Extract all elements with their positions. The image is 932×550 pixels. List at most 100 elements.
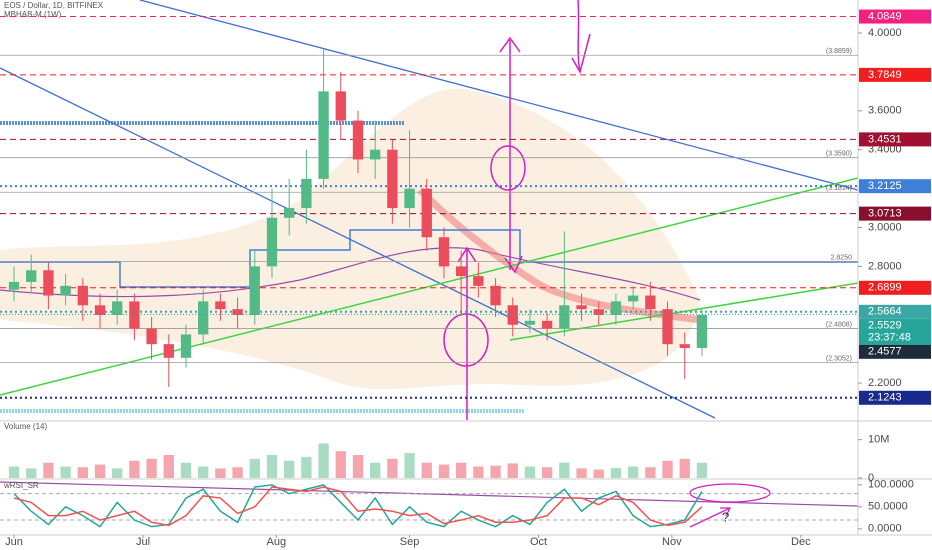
volume-bar	[576, 468, 587, 478]
y-tick-label: 0.0000	[868, 523, 902, 535]
x-tick-label: Nov	[662, 536, 682, 548]
price-label: 2.1243	[868, 392, 902, 404]
y-tick-label: 100.0000	[868, 479, 914, 491]
candle-body	[610, 301, 622, 315]
candle-body	[301, 178, 312, 209]
volume-bar	[421, 462, 432, 478]
annotation: ?	[722, 509, 729, 524]
volume-bar	[387, 458, 398, 478]
trend-line	[0, 177, 859, 396]
price-label: 3.2125	[868, 180, 902, 192]
candle-body	[490, 285, 501, 306]
y-tick-label: 3.4000	[868, 144, 902, 156]
volume-bar	[438, 464, 450, 478]
candle-body	[473, 276, 484, 286]
price-label-box	[859, 390, 931, 405]
candle-body	[215, 301, 226, 310]
candle-body	[180, 334, 192, 358]
volume-bar	[456, 462, 467, 478]
volume-bar	[490, 465, 501, 478]
candle-body	[593, 309, 604, 315]
y-tick-label: 2.2000	[868, 377, 902, 389]
y-tick-label: 0	[868, 472, 874, 484]
y-tick-label: 2.8000	[868, 260, 902, 272]
volume-bar	[249, 458, 260, 478]
annotation-label: (3.1814)	[826, 185, 852, 192]
candle-body	[370, 149, 381, 160]
volume-bar	[352, 454, 364, 478]
y-tick-label: 50.0000	[868, 501, 908, 513]
candle-body	[94, 305, 106, 315]
volume-bar	[404, 453, 415, 478]
ma-line	[0, 247, 701, 301]
x-tick-label: Jul	[136, 536, 150, 548]
annotation-label: (2.3052)	[826, 355, 852, 362]
volume-bar	[593, 469, 604, 478]
annotation-label: 2.8250	[831, 254, 853, 261]
volume-bar	[559, 462, 570, 478]
pane-title: Volume (14)	[4, 422, 47, 431]
volume-bar	[26, 468, 37, 478]
volume-bar	[627, 466, 639, 478]
candle-body	[421, 188, 432, 238]
arrow	[571, 0, 591, 74]
arrow	[689, 507, 732, 528]
annotation-label: (3.8859)	[826, 48, 852, 55]
volume-bar	[180, 462, 192, 478]
y-tick-label: 3.6000	[868, 105, 902, 117]
volume-bar	[696, 462, 708, 478]
candle-body	[198, 301, 209, 335]
y-tick-label: 10M	[868, 434, 889, 446]
candle-body	[163, 344, 174, 358]
volume-bar	[370, 462, 381, 478]
volume-bar	[662, 460, 673, 478]
trend-line	[509, 282, 859, 341]
price-label: 2.5529	[868, 320, 902, 332]
candle-body	[541, 320, 553, 329]
volume-bar	[129, 460, 140, 478]
price-label: 2.6899	[868, 282, 902, 294]
circle	[689, 483, 771, 503]
candle-body	[627, 295, 639, 302]
candle-body	[559, 305, 570, 329]
volume-bar	[679, 458, 690, 478]
candle-body	[524, 320, 536, 325]
candle-body	[266, 217, 278, 267]
chart-subtitle: MBHAB-M (1W)	[4, 10, 62, 19]
volume-bar	[112, 468, 123, 478]
step-line	[0, 229, 858, 288]
candle-body	[146, 328, 157, 345]
volume-bar	[473, 466, 484, 478]
pane-title: wRSI_SR	[3, 481, 39, 490]
rsi-line	[13, 486, 703, 527]
volume-bar	[284, 460, 295, 478]
candle-body	[456, 266, 467, 277]
volume-bar	[524, 466, 536, 478]
volume-bar	[318, 443, 329, 478]
y-tick-label: 4.0000	[868, 27, 902, 39]
volume-bar	[198, 466, 209, 478]
price-label-box	[859, 280, 931, 295]
candle-body	[77, 285, 88, 306]
candle-body	[576, 305, 587, 310]
candle-body	[404, 188, 415, 209]
price-label: 23:37:48	[868, 332, 911, 344]
volume-bar	[77, 467, 88, 478]
price-label-box	[859, 9, 931, 24]
annotation-label: (3.3590)	[826, 151, 852, 158]
volume-bar	[215, 468, 226, 478]
price-label-box	[859, 318, 931, 345]
volume-bar	[335, 451, 346, 478]
candle-body	[232, 309, 243, 315]
candle-body	[696, 315, 708, 349]
price-label: 2.4577	[868, 346, 902, 358]
trend-line	[139, 0, 859, 191]
volume-bar	[146, 458, 157, 478]
price-label-box	[859, 67, 931, 82]
circle	[490, 145, 526, 191]
volume-bar	[60, 466, 71, 478]
candle-body	[645, 295, 656, 310]
volume-bar	[610, 468, 622, 478]
volume-bar	[645, 467, 656, 478]
candle-body	[60, 285, 71, 296]
